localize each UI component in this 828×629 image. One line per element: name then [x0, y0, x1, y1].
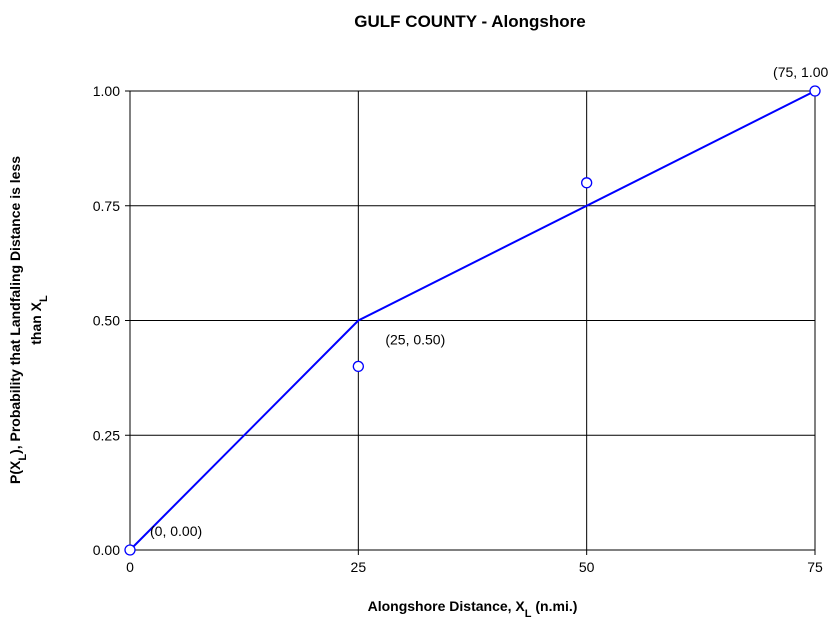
scatter-point — [581, 177, 593, 189]
y-tick-label: 0.25 — [93, 427, 120, 443]
x-tick-label: 0 — [126, 559, 134, 575]
x-tick-label: 75 — [807, 559, 823, 575]
annotation: (25, 0.50) — [385, 332, 445, 348]
plot-border — [129, 90, 816, 551]
y-tick-label: 0.00 — [93, 542, 120, 558]
line-series — [129, 90, 816, 551]
x-tick-label: 50 — [579, 559, 595, 575]
label-part: ), Probability that Landfaling Distance … — [7, 156, 23, 454]
x-axis-label: Alongshore Distance, XL (n.mi.) — [368, 598, 578, 620]
subscript: L — [38, 295, 50, 302]
annotation: (0, 0.00) — [150, 523, 202, 539]
label-part: (n.mi.) — [532, 598, 578, 614]
label-part: P(X — [7, 460, 23, 484]
y-axis-label: P(XL), Probability that Landfaling Dista… — [7, 156, 29, 484]
scatter-point — [809, 85, 821, 97]
scatter-point — [124, 544, 136, 556]
label-part: than X — [28, 301, 44, 344]
scatter-point — [352, 360, 364, 373]
y-axis-label: than XL — [28, 295, 50, 345]
label-part: Alongshore Distance, X — [368, 598, 526, 614]
subscript: L — [525, 608, 532, 620]
y-tick-label: 0.75 — [93, 198, 120, 214]
y-tick-label: 0.50 — [93, 313, 120, 329]
chart-title: GULF COUNTY - Alongshore — [354, 12, 585, 31]
subscript: L — [17, 454, 29, 461]
x-tick-label: 25 — [351, 559, 367, 575]
y-tick-label: 1.00 — [93, 83, 120, 99]
annotation: (75, 1.00) — [773, 64, 828, 80]
